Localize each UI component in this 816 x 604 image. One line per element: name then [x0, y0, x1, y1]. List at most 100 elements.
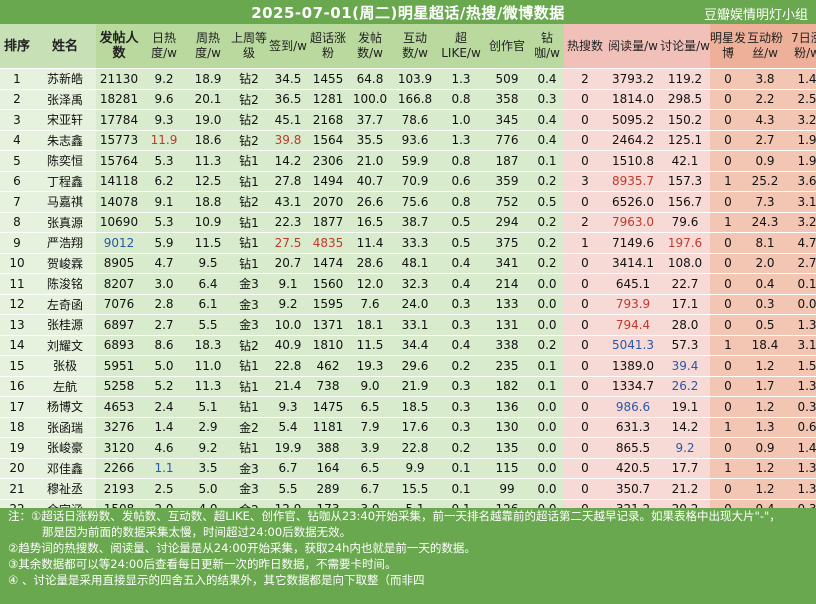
table-cell: 1 [710, 335, 746, 356]
table-cell: 14.2 [660, 417, 710, 438]
table-cell: 1474 [308, 253, 348, 274]
table-cell: 16 [0, 376, 34, 397]
table-cell: 289 [308, 478, 348, 500]
table-cell: 1 [0, 68, 34, 90]
table-cell: 29.6 [392, 355, 438, 377]
table-row: 11 陈浚铭 8207 3.0 6.4 金3 9.1 1560 12.0 32.3 0.4 214 0.… [0, 273, 816, 295]
table-cell: 2.5 [784, 89, 816, 110]
table-cell: 0.1 [530, 355, 564, 377]
table-cell: 22.7 [660, 273, 710, 295]
table-row: 14 刘耀文 6893 8.6 18.3 钻2 40.9 1810 11.5 34.4 0.4 338… [0, 335, 816, 356]
table-cell: 1.3 [784, 478, 816, 500]
table-cell: 776 [484, 130, 530, 151]
table-cell: 1.3 [746, 417, 784, 438]
table-cell: 214 [484, 273, 530, 295]
table-cell: 0.3 [438, 417, 484, 438]
table-cell: 6.7 [268, 458, 308, 479]
table-cell: 11 [0, 273, 34, 295]
table-cell: 359 [484, 171, 530, 192]
name-cell: 张桂源 [34, 314, 96, 336]
table-cell: 金3 [230, 478, 268, 500]
table-cell: 3.0 [142, 273, 186, 295]
table-cell: 17.6 [392, 417, 438, 438]
table-cell: 1.3 [784, 314, 816, 336]
table-cell: 25.2 [746, 171, 784, 192]
table-cell: 631.3 [606, 417, 660, 438]
table-cell: 钻1 [230, 376, 268, 397]
table-cell: 1.3 [784, 458, 816, 479]
table-cell: 金2 [230, 417, 268, 438]
table-cell: 2.2 [746, 89, 784, 110]
table-cell: 0 [564, 478, 606, 500]
table-cell: 4835 [308, 232, 348, 254]
table-cell: 2.0 [746, 253, 784, 274]
table-cell: 78.6 [392, 109, 438, 131]
column-header: 发帖数/w [348, 24, 392, 69]
table-cell: 9.3 [268, 396, 308, 418]
name-cell: 邓佳鑫 [34, 458, 96, 479]
table-cell: 21.0 [348, 150, 392, 172]
table-cell: 34.5 [268, 68, 308, 90]
name-cell: 马嘉祺 [34, 191, 96, 213]
table-cell: 0.5 [438, 232, 484, 254]
table-cell: 0.6 [784, 417, 816, 438]
table-row: 2 张泽禹 18281 9.6 20.1 钻2 36.5 1281 100.0 166.8 0.8 3… [0, 89, 816, 110]
table-cell: 33.3 [392, 232, 438, 254]
table-cell: 187 [484, 150, 530, 172]
table-cell: 1 [710, 458, 746, 479]
table-cell: 0 [564, 458, 606, 479]
table-cell: 5 [0, 150, 34, 172]
table-cell: 93.6 [392, 130, 438, 151]
table-cell: 钻1 [230, 150, 268, 172]
table-cell: 59.9 [392, 150, 438, 172]
table-cell: 1.3 [438, 130, 484, 151]
table-cell: 182 [484, 376, 530, 397]
table-cell: 32.3 [392, 273, 438, 295]
table-cell: 0.2 [530, 212, 564, 233]
table-cell: 1560 [308, 273, 348, 295]
name-cell: 左奇函 [34, 294, 96, 315]
table-cell: 0 [710, 314, 746, 336]
table-cell: 3.5 [186, 458, 230, 479]
table-cell: 0 [710, 109, 746, 131]
table-cell: 10690 [96, 212, 142, 233]
table-cell: 18.1 [348, 314, 392, 336]
table-row: 9 严浩翔 9012 5.9 11.5 钻1 27.5 4835 11.4 33.3 0.5 375 0… [0, 232, 816, 254]
column-header: 讨论量/w [660, 24, 710, 69]
name-cell: 严浩翔 [34, 232, 96, 254]
table-cell: 1475 [308, 396, 348, 418]
column-header: 排序 [0, 24, 34, 69]
table-cell: 70.9 [392, 171, 438, 192]
table-cell: 0.2 [530, 232, 564, 254]
table-cell: 7.3 [746, 191, 784, 213]
table-cell: 99 [484, 478, 530, 500]
table-cell: 6.1 [186, 294, 230, 315]
table-cell: 1281 [308, 89, 348, 110]
table-cell: 1334.7 [606, 376, 660, 397]
table-cell: 18.5 [392, 396, 438, 418]
table-cell: 0.1 [438, 478, 484, 500]
table-cell: 1 [564, 232, 606, 254]
table-cell: 0.2 [530, 253, 564, 274]
table-cell: 0.9 [746, 150, 784, 172]
table-cell: 2.5 [142, 478, 186, 500]
table-cell: 5.0 [142, 355, 186, 377]
table-cell: 6.2 [142, 171, 186, 192]
table-cell: 2 [564, 212, 606, 233]
table-cell: 0.1 [438, 458, 484, 479]
table-cell: 0 [564, 314, 606, 336]
table-cell: 1.5 [784, 355, 816, 377]
table-header: 排序 姓名 发帖人数 日热度/w 周热度/w 上周等级 签到/w 超话涨粉 发帖数/w 互动数/w… [0, 24, 816, 69]
table-cell: 9.1 [268, 273, 308, 295]
table-cell: 43.1 [268, 191, 308, 213]
table-cell: 2464.2 [606, 130, 660, 151]
credit-label: 豆瓣娱情明灯小组 [703, 8, 808, 23]
table-cell: 36.5 [268, 89, 308, 110]
table-cell: 17.1 [660, 294, 710, 315]
table-cell: 1371 [308, 314, 348, 336]
table-cell: 21.2 [660, 478, 710, 500]
table-cell: 1814.0 [606, 89, 660, 110]
table-cell: 341 [484, 253, 530, 274]
table-cell: 42.1 [660, 150, 710, 172]
table-cell: 8935.7 [606, 171, 660, 192]
